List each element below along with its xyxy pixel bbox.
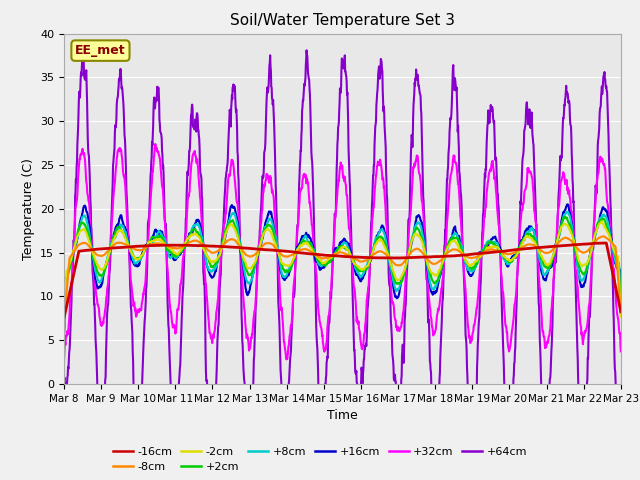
+16cm [617, 310, 625, 315]
-2cm [60, 322, 68, 328]
+64cm [540, 457, 548, 463]
+16cm [126, 247, 134, 253]
+2cm [296, 242, 304, 248]
-8cm [126, 244, 134, 250]
+64cm [103, 312, 111, 317]
-2cm [377, 237, 385, 243]
+32cm [152, 141, 159, 147]
+2cm [318, 260, 326, 266]
-16cm [377, 255, 385, 261]
-8cm [318, 255, 326, 261]
-16cm [617, 309, 625, 314]
Line: +32cm: +32cm [64, 144, 621, 362]
-2cm [318, 259, 326, 265]
-8cm [296, 247, 304, 253]
+2cm [617, 310, 625, 316]
+16cm [296, 240, 304, 246]
+32cm [60, 359, 68, 365]
Line: -2cm: -2cm [64, 221, 621, 325]
+2cm [103, 260, 111, 266]
+64cm [617, 405, 625, 410]
-8cm [377, 248, 385, 254]
+32cm [617, 348, 625, 354]
-8cm [599, 233, 607, 239]
-16cm [308, 251, 316, 257]
+64cm [318, 413, 326, 419]
-16cm [103, 246, 111, 252]
+16cm [60, 334, 68, 339]
+16cm [318, 265, 326, 271]
-8cm [103, 249, 111, 255]
+32cm [318, 333, 326, 339]
-16cm [602, 240, 610, 246]
Line: +16cm: +16cm [64, 204, 621, 336]
+2cm [377, 235, 385, 240]
-2cm [103, 257, 111, 263]
Text: EE_met: EE_met [75, 44, 126, 57]
+64cm [60, 376, 68, 382]
+8cm [617, 312, 625, 317]
-2cm [296, 243, 304, 249]
+8cm [126, 247, 134, 252]
-2cm [598, 218, 605, 224]
+32cm [126, 258, 134, 264]
+32cm [308, 222, 316, 228]
-16cm [318, 252, 326, 258]
+16cm [564, 202, 572, 207]
+16cm [308, 239, 316, 245]
-8cm [308, 249, 316, 255]
+8cm [308, 243, 316, 249]
+2cm [60, 329, 68, 335]
+16cm [103, 258, 111, 264]
+2cm [561, 214, 569, 220]
+64cm [303, 48, 310, 53]
-2cm [308, 246, 316, 252]
Line: -8cm: -8cm [64, 236, 621, 323]
-16cm [126, 244, 134, 250]
+64cm [126, 266, 134, 272]
+8cm [318, 263, 326, 268]
Title: Soil/Water Temperature Set 3: Soil/Water Temperature Set 3 [230, 13, 455, 28]
-16cm [60, 315, 68, 321]
-8cm [60, 320, 68, 325]
Line: -16cm: -16cm [64, 243, 621, 318]
-8cm [617, 309, 625, 315]
Line: +2cm: +2cm [64, 217, 621, 332]
+8cm [60, 333, 68, 338]
-2cm [126, 246, 134, 252]
+2cm [308, 244, 316, 250]
-2cm [617, 314, 625, 320]
Legend: -16cm, -8cm, -2cm, +2cm, +8cm, +16cm, +32cm, +64cm: -16cm, -8cm, -2cm, +2cm, +8cm, +16cm, +3… [108, 442, 532, 477]
+16cm [377, 226, 385, 232]
+64cm [296, 158, 304, 164]
+32cm [378, 162, 385, 168]
Y-axis label: Temperature (C): Temperature (C) [22, 158, 35, 260]
+64cm [378, 58, 385, 63]
+8cm [296, 243, 304, 249]
+32cm [297, 187, 305, 193]
+32cm [103, 288, 111, 293]
Line: +64cm: +64cm [64, 50, 621, 460]
Line: +8cm: +8cm [64, 212, 621, 336]
+8cm [564, 209, 572, 215]
+8cm [377, 227, 385, 233]
+8cm [103, 257, 111, 263]
X-axis label: Time: Time [327, 409, 358, 422]
-16cm [296, 250, 304, 256]
+64cm [308, 159, 316, 165]
+2cm [126, 244, 134, 250]
